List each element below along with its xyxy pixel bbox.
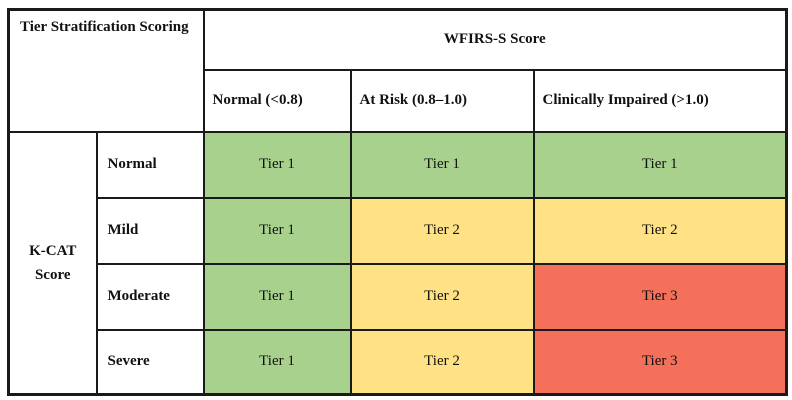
row-header-moderate-label: Moderate <box>107 288 170 304</box>
row-header-mild: Mild <box>95 196 205 265</box>
tier-cell: Tier 1 <box>202 262 352 331</box>
col-header-at-risk: At Risk (0.8–1.0) <box>349 68 535 133</box>
table-row: Severe Tier 1 Tier 2 Tier 3 <box>9 328 788 396</box>
tier-cell: Tier 1 <box>349 130 535 199</box>
tier-cell: Tier 2 <box>349 196 535 265</box>
tier-cell: Tier 1 <box>532 130 788 199</box>
tier-cell: Tier 2 <box>532 196 788 265</box>
tier-cell: Tier 1 <box>202 328 352 396</box>
tier-cell: Tier 3 <box>532 328 788 396</box>
table-row: K-CAT Score Normal Tier 1 Tier 1 Tier 1 <box>7 130 788 396</box>
col-header-at-risk-label: At Risk (0.8–1.0) <box>359 92 468 108</box>
table-row: Mild Tier 1 Tier 2 Tier 2 <box>9 196 788 265</box>
row-header-normal-label: Normal <box>107 156 157 172</box>
col-header-clinically-impaired-label: Clinically Impaired (>1.0) <box>542 92 709 108</box>
col-header-clinically-impaired: Clinically Impaired (>1.0) <box>532 68 788 133</box>
tier-cell: Tier 2 <box>349 328 535 396</box>
corner-header-label: Tier Stratification Scoring <box>20 19 189 35</box>
tier-stratification-table: Tier Stratification Scoring WFIRS-S Scor… <box>7 8 789 396</box>
table-row: Moderate Tier 1 Tier 2 Tier 3 <box>9 262 788 331</box>
row-header-normal: Normal <box>95 130 205 199</box>
corner-header-cell: Tier Stratification Scoring <box>7 8 205 133</box>
row-header-moderate: Moderate <box>95 262 205 331</box>
kcat-row-group-header-label: K-CAT Score <box>29 242 77 283</box>
col-header-normal: Normal (<0.8) <box>202 68 352 133</box>
tier-cell: Tier 3 <box>532 262 788 331</box>
row-header-severe-label: Severe <box>107 353 150 370</box>
col-header-normal-label: Normal (<0.8) <box>212 92 303 108</box>
row-header-severe: Severe <box>95 328 205 396</box>
wfirs-group-header-cell: WFIRS-S Score <box>202 8 788 71</box>
tier-cell: Tier 1 <box>202 196 352 265</box>
wfirs-group-header-label: WFIRS-S Score <box>443 31 546 48</box>
row-header-mild-label: Mild <box>107 222 139 238</box>
tier-cell: Tier 2 <box>349 262 535 331</box>
kcat-row-group-header-cell: K-CAT Score <box>7 130 98 396</box>
tier-cell: Tier 1 <box>202 130 352 199</box>
